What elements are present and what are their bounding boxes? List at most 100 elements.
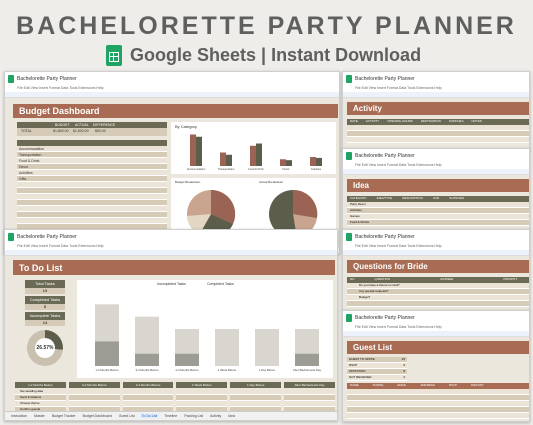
menu-bar[interactable]: File Edit View Insert Format Data Tools … <box>343 86 529 92</box>
task-item[interactable] <box>284 401 335 407</box>
by-category-bars: Accommodation Transportation Food & Drink D… <box>187 134 322 171</box>
guest-row[interactable] <box>347 401 529 407</box>
incomplete-bar <box>255 329 279 366</box>
doc-title[interactable]: Bachelorette Party Planner <box>355 234 415 240</box>
task-item[interactable] <box>176 401 228 407</box>
doc-title[interactable]: Bachelorette Party Planner <box>355 315 415 321</box>
todo-chart: Incompleted Tasks Completed Tasks 1-2 Mo… <box>77 280 333 378</box>
category-accommodation: Accommodation <box>19 147 45 151</box>
tab-to-do-list[interactable]: To Do List <box>139 414 160 418</box>
task-item[interactable]: Choose theme <box>15 401 66 407</box>
total-budget: $1,800.00 <box>53 129 69 133</box>
table-row <box>17 152 167 158</box>
toolbar[interactable] <box>343 92 529 98</box>
chart-bar <box>256 143 262 166</box>
table-row <box>17 206 167 212</box>
task-item[interactable]: Set wedding date <box>15 389 66 395</box>
task-item[interactable] <box>176 389 228 395</box>
sheet-area: Idea CATEGORY IDEA/TYPE DESCRIPTION LINK… <box>343 175 529 229</box>
table-row <box>17 170 167 176</box>
doc-title[interactable]: Bachelorette Party Planner <box>355 153 415 159</box>
task-item[interactable] <box>122 395 174 401</box>
chart-bar <box>316 157 322 166</box>
tab-packing-list[interactable]: Packing List <box>184 414 204 418</box>
table-row: Food & Drinks <box>347 220 529 226</box>
stat-row: NOT RECEIVED 2 <box>347 375 407 381</box>
tab-activity[interactable]: Activity <box>210 414 222 418</box>
chart-bar <box>250 145 256 166</box>
todo-bars: 1-2 Months Before 3-4 Months Before 2-3 Mo… <box>95 304 322 372</box>
stat-row: INVITATION 8 <box>347 369 407 375</box>
category-food: Food & Drink <box>19 159 40 163</box>
activity-banner: Activity <box>347 102 529 115</box>
table-row: Games <box>347 214 529 220</box>
guest-row[interactable] <box>347 395 529 401</box>
question-row[interactable] <box>347 301 529 307</box>
tab-guest-list[interactable]: Guest List <box>118 414 135 418</box>
task-col-header: 1-2 Months Before <box>15 382 66 388</box>
doc-title[interactable]: Bachelorette Party Planner <box>17 234 77 240</box>
tab-idea[interactable]: Idea <box>228 414 236 418</box>
task-item[interactable] <box>230 401 282 407</box>
doc-title[interactable]: Bachelorette Party Planner <box>17 76 77 82</box>
task-item[interactable] <box>122 389 174 395</box>
table-row <box>347 131 529 137</box>
sheet-area: To Do List Total Tasks 19 Completed Task… <box>5 256 337 413</box>
question-row[interactable]: Budget? <box>347 295 529 301</box>
col-date: DATE <box>350 119 358 123</box>
total-actual: $1,500.00 <box>73 129 89 133</box>
window-chrome: Bachelorette Party Planner <box>343 149 529 163</box>
guest-header: NAME PHONE EMAIL ADDRESS RSVP DIETARY <box>347 383 529 389</box>
activity-banner-title: Activity <box>353 104 382 113</box>
stat-value: 15 <box>401 357 405 361</box>
tab-instruction[interactable]: Instruction <box>11 414 28 418</box>
toolbar[interactable] <box>5 250 337 256</box>
menu-bar[interactable]: File Edit View Insert Format Data Tools … <box>343 244 529 250</box>
chart-tick-label: Food & Drink <box>248 167 264 171</box>
incomplete-tasks-value: 14 <box>25 320 65 326</box>
tab-master[interactable]: Master <box>34 414 45 418</box>
task-list <box>68 389 120 413</box>
activity-rows <box>347 125 529 143</box>
chart-bar <box>226 154 232 166</box>
pie2-title: Actual Breakdown <box>259 180 284 184</box>
tab-budget-dashboard[interactable]: Budget Dashboard <box>82 414 112 418</box>
tab-timeline[interactable]: Timeline <box>164 414 178 418</box>
toolbar[interactable] <box>343 250 529 256</box>
guest-row[interactable] <box>347 407 529 413</box>
guest-row[interactable] <box>347 413 529 419</box>
by-category-chart: By Category Accommodation Transportation F… <box>171 122 336 174</box>
col-idea-type: IDEA/TYPE <box>376 196 393 200</box>
task-item[interactable] <box>284 395 335 401</box>
col-phone: PHONE <box>372 383 384 387</box>
menu-bar[interactable]: File Edit View Insert Format Data Tools … <box>5 244 337 250</box>
doc-title[interactable]: Bachelorette Party Planner <box>355 76 415 82</box>
toolbar[interactable] <box>5 92 339 98</box>
question-row[interactable]: Any special requests? <box>347 289 529 295</box>
menu-bar[interactable]: File Edit View Insert Format Data Tools … <box>343 163 529 169</box>
question-row[interactable]: Do you have a theme in mind? <box>347 283 529 289</box>
task-item[interactable] <box>68 395 120 401</box>
menu-bar[interactable]: File Edit View Insert Format Data Tools … <box>5 86 339 92</box>
task-item[interactable]: Send invitations <box>15 395 66 401</box>
task-item[interactable] <box>230 389 282 395</box>
task-item[interactable] <box>230 395 282 401</box>
tab-budget-tracker[interactable]: Budget Tracker <box>51 414 76 418</box>
chart-tick-label: Decor <box>283 167 290 171</box>
toolbar[interactable] <box>343 331 529 337</box>
task-item[interactable] <box>122 401 174 407</box>
task-item[interactable] <box>284 389 335 395</box>
task-item[interactable] <box>68 401 120 407</box>
questions-banner: Questions for Bride <box>347 260 529 273</box>
incomplete-bar <box>295 329 319 354</box>
total-tasks-label: Total Tasks <box>25 280 65 288</box>
guest-row[interactable] <box>347 389 529 395</box>
toolbar[interactable] <box>343 169 529 175</box>
task-item[interactable] <box>68 389 120 395</box>
chart-bar <box>310 157 316 166</box>
sheets-logo-icon <box>8 75 14 83</box>
task-item[interactable] <box>176 395 228 401</box>
category-gifts: Gifts <box>19 177 27 181</box>
menu-bar[interactable]: File Edit View Insert Format Data Tools … <box>343 325 529 331</box>
table-row <box>17 182 167 188</box>
